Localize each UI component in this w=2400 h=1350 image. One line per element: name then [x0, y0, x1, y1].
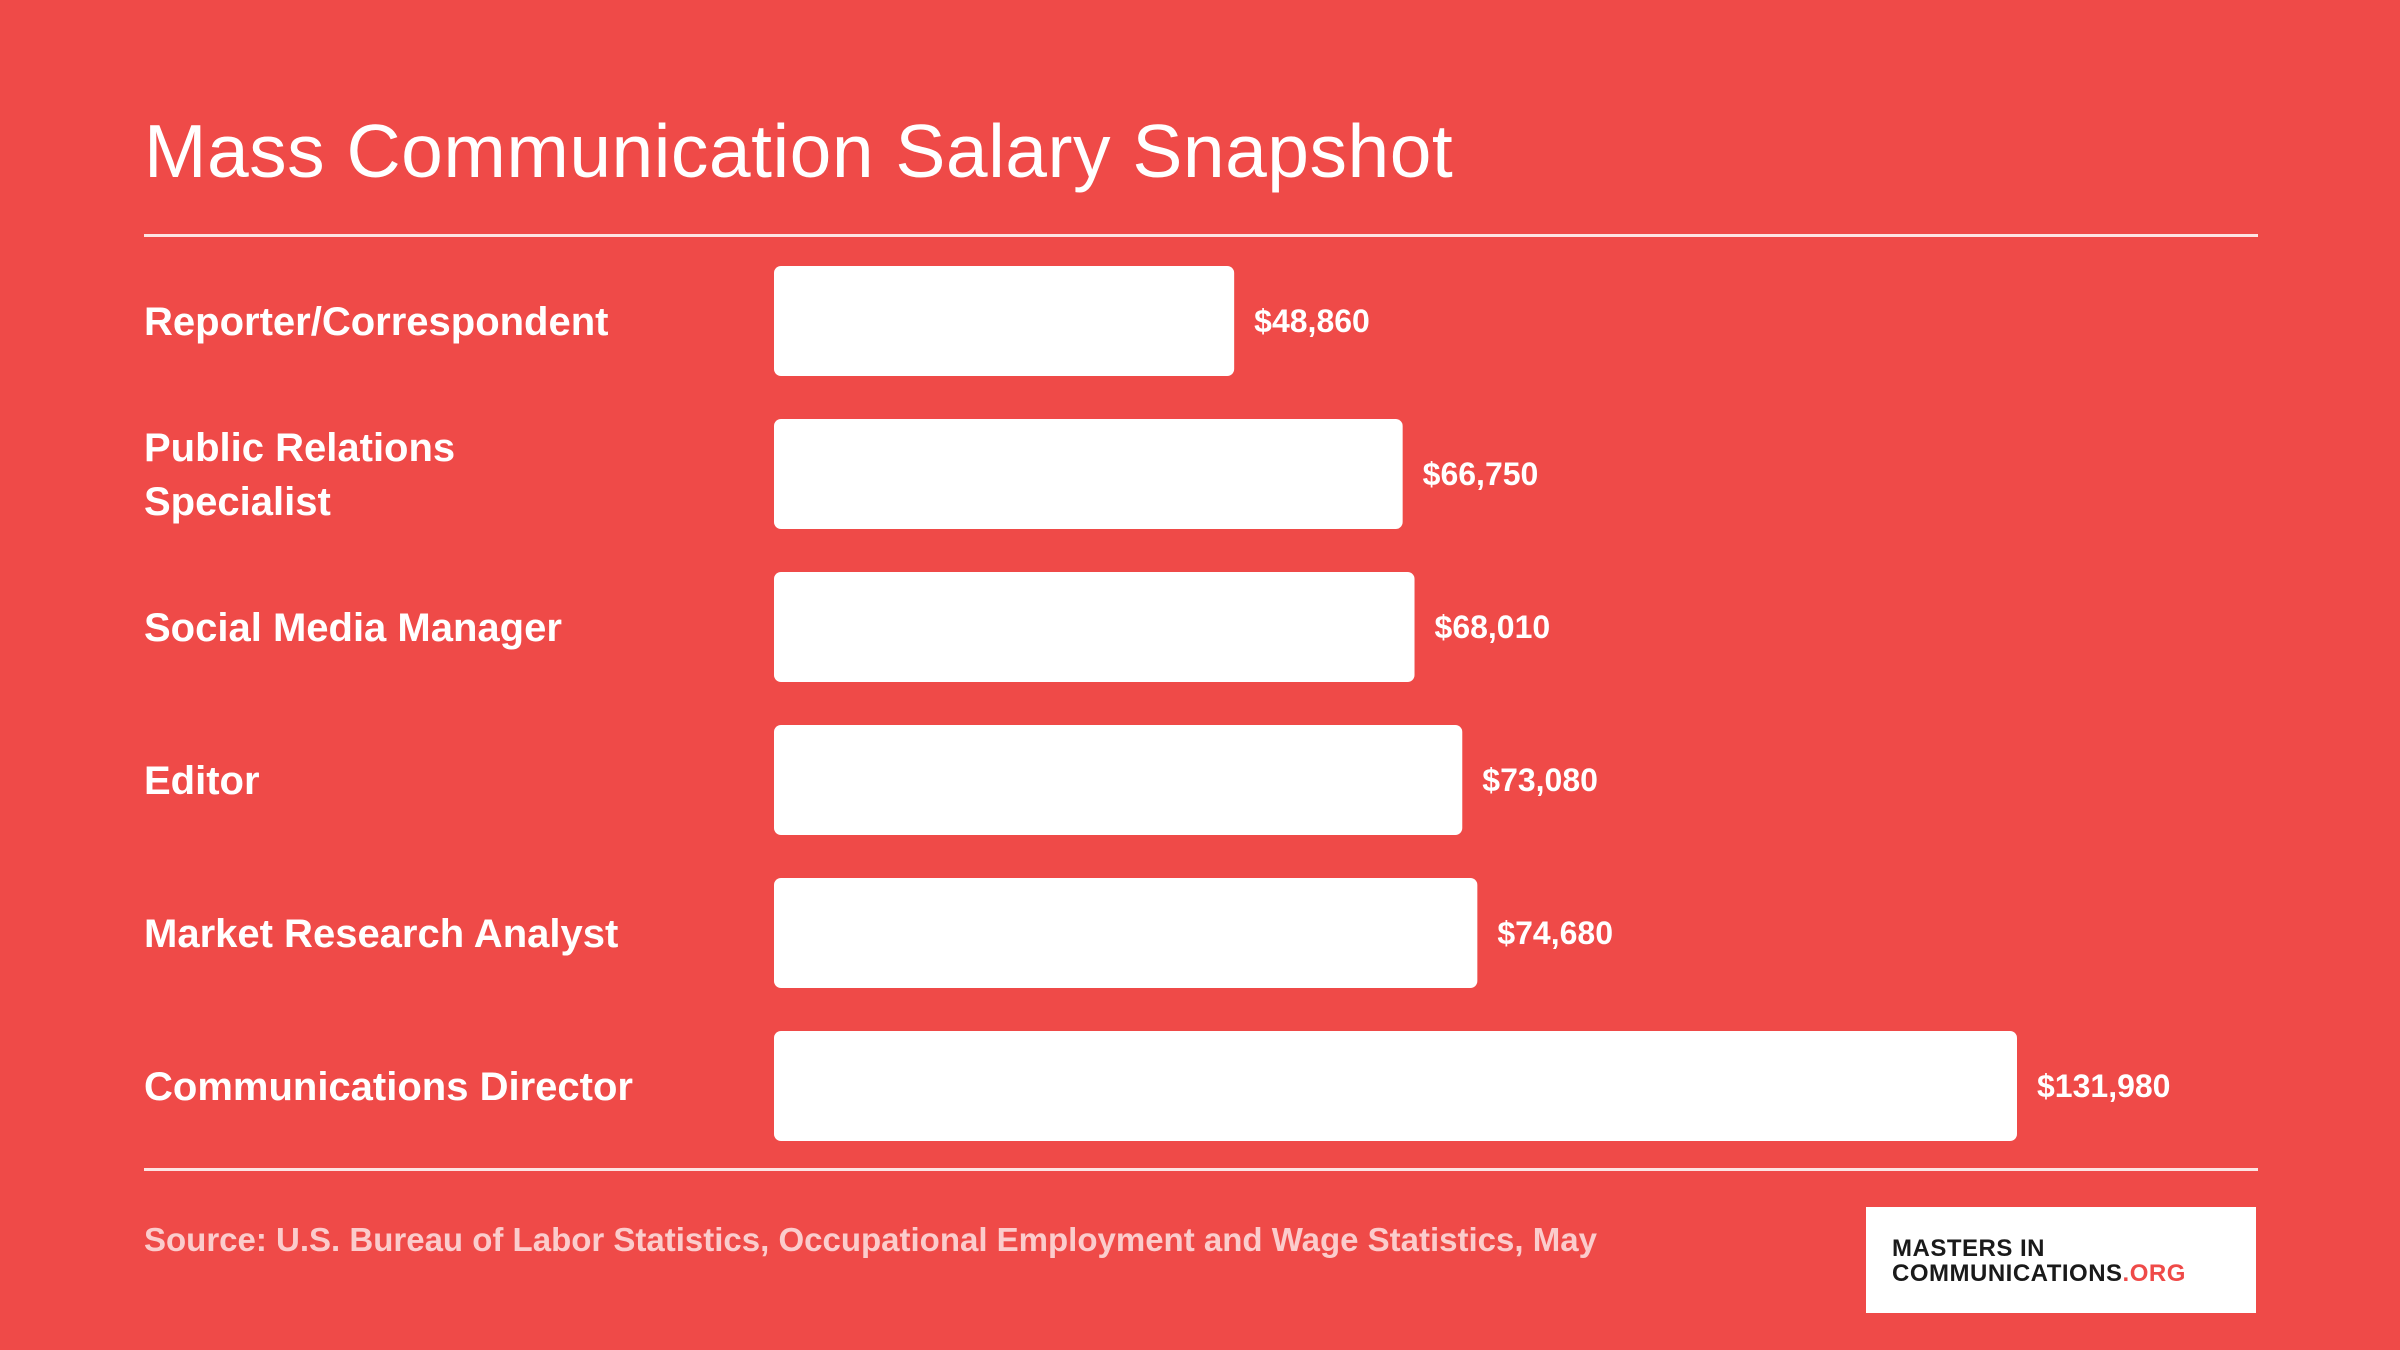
- category-label: Public Relations: [144, 426, 455, 470]
- logo-text-main: COMMUNICATIONS: [1892, 1260, 2123, 1287]
- category-label: Reporter/Correspondent: [144, 300, 609, 344]
- category-label: Specialist: [144, 480, 331, 524]
- value-label: $66,750: [1423, 456, 1539, 492]
- logo-text-suffix: .ORG: [2122, 1260, 2186, 1287]
- bottom-divider: [144, 1168, 2258, 1171]
- category-label: Market Research Analyst: [144, 912, 618, 956]
- salary-bar: [774, 419, 1403, 529]
- category-label: Social Media Manager: [144, 606, 562, 650]
- logo-text-line2: COMMUNICATIONS.ORG: [1892, 1262, 2186, 1286]
- value-label: $74,680: [1497, 915, 1613, 951]
- value-label: $68,010: [1435, 609, 1551, 645]
- salary-bar: [774, 1031, 2017, 1141]
- source-note: Source: U.S. Bureau of Labor Statistics,…: [144, 1221, 1597, 1258]
- salary-bar: [774, 725, 1463, 835]
- salary-bar: [774, 878, 1478, 988]
- brand-logo: MASTERS IN COMMUNICATIONS.ORG: [1866, 1207, 2256, 1313]
- category-label: Editor: [144, 759, 260, 803]
- logo-text-line1: MASTERS IN: [1892, 1235, 2046, 1262]
- value-label: $48,860: [1254, 303, 1370, 339]
- category-label: Communications Director: [144, 1065, 633, 1109]
- top-divider: [144, 234, 2258, 237]
- value-label: $131,980: [2037, 1068, 2170, 1104]
- salary-bar: [774, 266, 1235, 376]
- value-label: $73,080: [1482, 762, 1598, 798]
- chart-title: Mass Communication Salary Snapshot: [144, 109, 1454, 193]
- salary-bar: [774, 572, 1415, 682]
